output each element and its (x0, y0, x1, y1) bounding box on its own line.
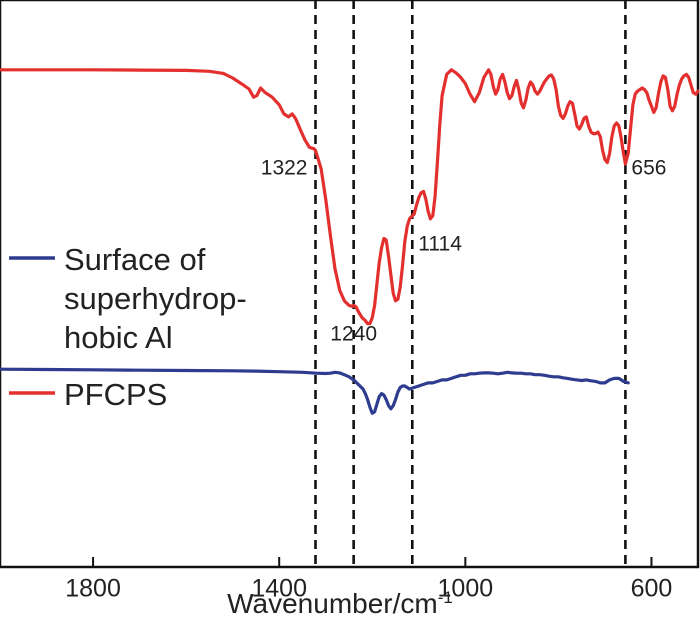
legend-label-pfcps: PFCPS (64, 377, 167, 412)
x-tick-label-1800: 1800 (65, 575, 121, 603)
series-line-superhydrophobic-al (0, 367, 630, 415)
annotation-1240: 1240 (330, 322, 377, 345)
reference-lines (314, 0, 627, 567)
x-axis-ticks: 1800 1400 1000 600 (65, 557, 672, 603)
plot-frame (0, 0, 700, 569)
x-axis-title-superscript: -1 (438, 588, 453, 607)
annotation-1322: 1322 (261, 157, 308, 180)
x-tick-label-1000: 1000 (438, 575, 494, 603)
legend: Surface of superhydrop-hobic Al PFCPS (9, 242, 247, 412)
annotation-656: 656 (631, 157, 666, 180)
legend-label-superhydrophobic-al-line-2: superhydrop- (64, 281, 247, 316)
x-axis-title: Wavenumber/cm-1 (227, 588, 453, 619)
legend-label-superhydrophobic-al-line-3: hobic Al (64, 320, 173, 355)
peak-annotations: 1322 1240 1114 656 (261, 157, 667, 346)
series-group (0, 68, 700, 415)
legend-label-superhydrophobic-al-line-1: Surface of (64, 242, 206, 277)
annotation-1114: 1114 (418, 233, 462, 256)
x-tick-label-600: 600 (631, 575, 673, 603)
x-axis-title-text: Wavenumber/cm (227, 588, 438, 619)
series-line-pfcps (0, 68, 700, 326)
x-tick-label-1400: 1400 (251, 575, 307, 603)
